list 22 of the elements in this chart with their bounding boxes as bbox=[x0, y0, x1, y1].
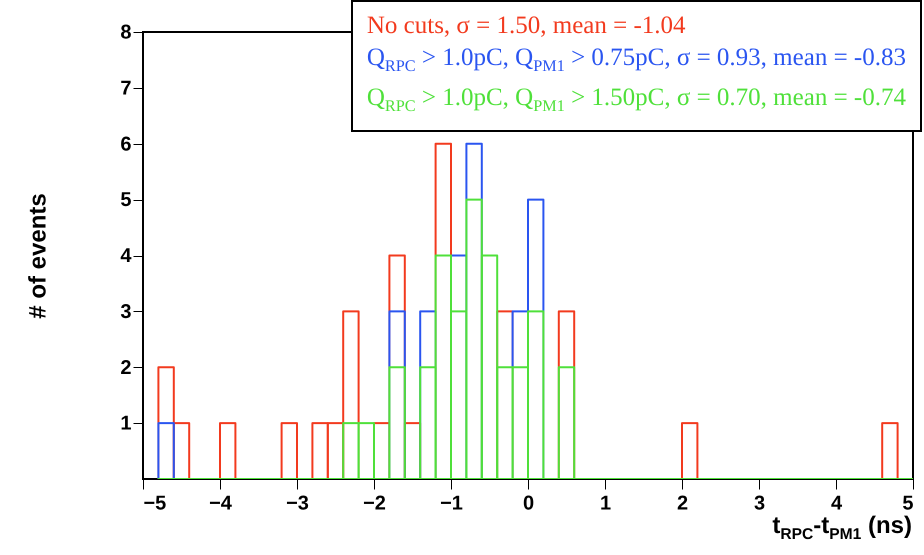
legend-box: No cuts, σ = 1.50, mean = -1.04 Q$_{RPC}$ > 1.0pC, Q$_{PM1}$ > 0.75pC, σ = 0.93, mean = -0.83 Q$_{RPC}$ > 1.0pC, Q$_{PM1}$ > 1.50pC, σ = 0.70, mean = -0.74 bbox=[350, 0, 922, 132]
x-tick-label: −2 bbox=[363, 492, 386, 514]
x-tick-label: 2 bbox=[676, 492, 688, 514]
x-tick-label: −1 bbox=[440, 492, 463, 514]
y-axis-title: # of events bbox=[24, 193, 52, 319]
y-tick-label: 2 bbox=[120, 356, 132, 379]
x-tick-label: −5 bbox=[144, 492, 166, 514]
x-tick-label: 0 bbox=[522, 492, 534, 514]
x-tick-label: 4 bbox=[830, 492, 843, 514]
x-tick-label: −3 bbox=[286, 492, 309, 514]
x-axis-title: t$_{RPC}$-t$_{PM1}$ (ns) bbox=[772, 512, 912, 543]
x-tick-label: 3 bbox=[754, 492, 766, 514]
y-tick-label: 7 bbox=[120, 77, 132, 100]
x-tick-label: 5 bbox=[902, 492, 914, 514]
y-tick-label: 6 bbox=[120, 133, 132, 156]
x-tick-label: −4 bbox=[209, 492, 233, 514]
y-tick-label: 4 bbox=[120, 245, 132, 267]
y-tick-label: 5 bbox=[120, 189, 132, 212]
y-tick-label: 3 bbox=[120, 300, 132, 323]
y-tick-label: 1 bbox=[120, 412, 132, 435]
y-tick-label: 8 bbox=[120, 22, 132, 44]
x-tick-label: 1 bbox=[600, 492, 612, 514]
